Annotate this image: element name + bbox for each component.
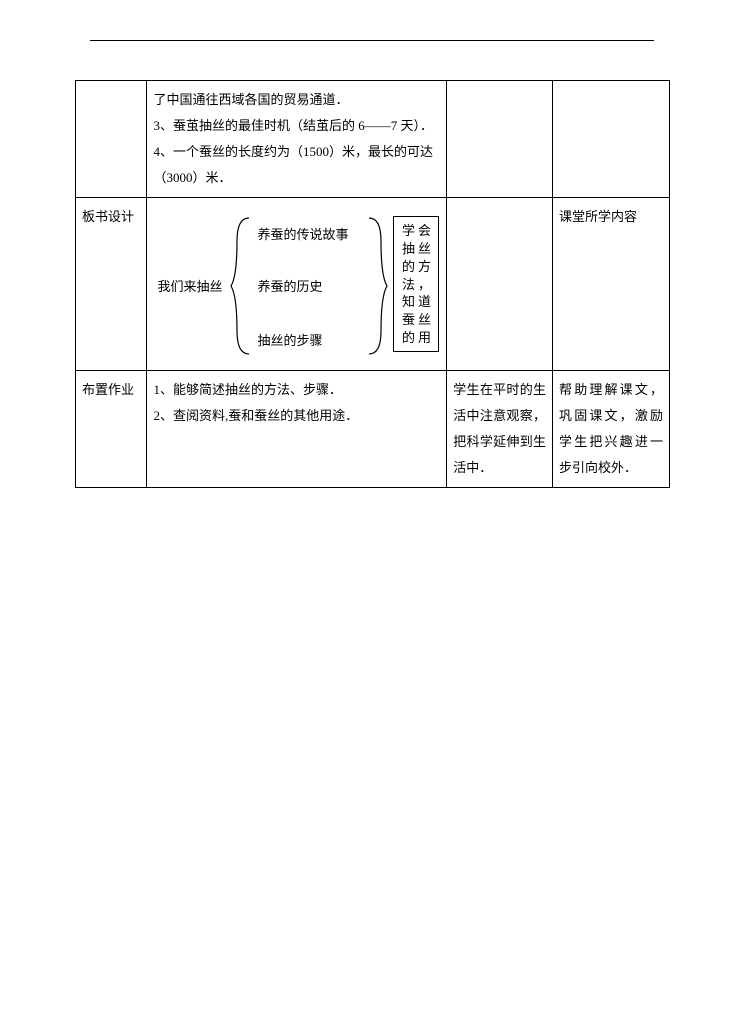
diagram-root-label: 我们来抽丝	[157, 274, 222, 300]
outcome-char: 的	[400, 330, 416, 347]
diagram-branch: 养蚕的历史	[257, 274, 322, 300]
row-label-cell: 板书设计	[76, 198, 147, 371]
outcome-char: 丝	[416, 312, 432, 329]
diagram-branch: 养蚕的传说故事	[257, 222, 348, 248]
purpose-cell	[553, 81, 670, 198]
table-row: 了中国通往西域各国的贸易通道． 3、蚕茧抽丝的最佳时机（结茧后的 6——7 天）…	[76, 81, 670, 198]
outcome-char: 用	[416, 330, 432, 347]
right-brace-icon	[365, 216, 389, 356]
outcome-char: 丝	[416, 241, 432, 258]
outcome-char: 知	[400, 294, 416, 311]
left-brace-icon	[229, 216, 253, 356]
outcome-char: 抽	[400, 241, 416, 258]
purpose-text: 帮助理解课文，巩固课文，激励学生把兴趣进一步引向校外．	[559, 377, 663, 481]
lesson-plan-table: 了中国通往西域各国的贸易通道． 3、蚕茧抽丝的最佳时机（结茧后的 6——7 天）…	[75, 80, 670, 488]
row-label-cell: 布置作业	[76, 371, 147, 488]
activity-cell: 学生在平时的生活中注意观察，把科学延伸到生活中．	[447, 371, 553, 488]
outcome-char: 道	[416, 294, 432, 311]
outcome-char: 会	[416, 223, 432, 240]
page: 了中国通往西域各国的贸易通道． 3、蚕茧抽丝的最佳时机（结茧后的 6——7 天）…	[0, 0, 744, 1031]
content-line: 了中国通往西域各国的贸易通道．	[153, 87, 440, 113]
activity-text: 学生在平时的生活中注意观察，把科学延伸到生活中．	[453, 377, 546, 481]
outcome-char: 学	[400, 223, 416, 240]
outcome-char: ，	[416, 277, 432, 294]
diagram-outcome-box: 学 会 抽 丝 的 方 法 ， 知 道 蚕 丝 的	[393, 216, 439, 352]
purpose-cell: 课堂所学内容	[553, 198, 670, 371]
row-label-cell	[76, 81, 147, 198]
purpose-text: 课堂所学内容	[559, 204, 663, 230]
outcome-char: 的	[400, 259, 416, 276]
content-cell: 1、能够简述抽丝的方法、步骤． 2、查阅资料,蚕和蚕丝的其他用途．	[147, 371, 447, 488]
content-cell: 我们来抽丝 养蚕的传说故事 养蚕的历史 抽丝的步骤 学 会	[147, 198, 447, 371]
board-diagram: 我们来抽丝 养蚕的传说故事 养蚕的历史 抽丝的步骤 学 会	[153, 204, 440, 364]
header-rule	[90, 40, 654, 41]
content-cell: 了中国通往西域各国的贸易通道． 3、蚕茧抽丝的最佳时机（结茧后的 6——7 天）…	[147, 81, 447, 198]
content-line: 3、蚕茧抽丝的最佳时机（结茧后的 6——7 天）．	[153, 113, 440, 139]
purpose-cell: 帮助理解课文，巩固课文，激励学生把兴趣进一步引向校外．	[553, 371, 670, 488]
activity-cell	[447, 81, 553, 198]
table-row: 布置作业 1、能够简述抽丝的方法、步骤． 2、查阅资料,蚕和蚕丝的其他用途． 学…	[76, 371, 670, 488]
outcome-char: 法	[400, 277, 416, 294]
content-line: 1、能够简述抽丝的方法、步骤．	[153, 377, 440, 403]
table-row: 板书设计 我们来抽丝 养蚕的传说故事 养蚕的历史 抽丝的步骤 学	[76, 198, 670, 371]
outcome-char: 蚕	[400, 312, 416, 329]
activity-cell	[447, 198, 553, 371]
content-line: 2、查阅资料,蚕和蚕丝的其他用途．	[153, 403, 440, 429]
diagram-branch: 抽丝的步骤	[257, 328, 322, 354]
outcome-char: 方	[416, 259, 432, 276]
content-line: 4、一个蚕丝的长度约为（1500）米，最长的可达（3000）米．	[153, 139, 440, 191]
outcome-text: 学 会 抽 丝 的 方 法 ， 知 道 蚕 丝 的	[400, 223, 432, 347]
